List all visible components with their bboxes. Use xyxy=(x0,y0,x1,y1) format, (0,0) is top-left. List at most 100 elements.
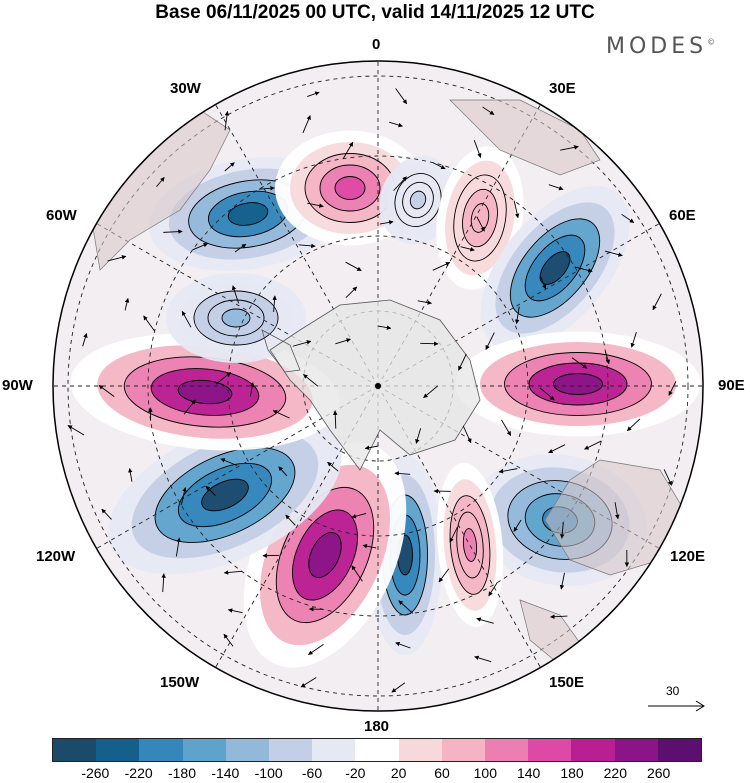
latitude-circle xyxy=(147,155,609,617)
lon-label-150w: 150W xyxy=(160,674,200,691)
colorbar-ticks: -260 -220 -180 -140 -100 -60 -20 20 60 100 140 180 2… xyxy=(52,765,702,783)
wind-arrow xyxy=(476,617,494,624)
modes-logo: MODES© xyxy=(606,34,715,59)
anomaly-neg-60e xyxy=(480,186,630,350)
colorbar-bin xyxy=(571,739,615,761)
wind-arrow xyxy=(292,340,312,347)
lon-label-150e: 150E xyxy=(549,674,585,691)
lon-label-180: 180 xyxy=(364,718,390,735)
wind-arrow xyxy=(224,111,230,131)
wind-arrow xyxy=(474,655,492,663)
wind-arrow xyxy=(391,682,406,693)
colorbar-tick-label: 260 xyxy=(646,765,671,781)
wind-arrow xyxy=(192,243,209,251)
colorbar-bin xyxy=(139,739,183,761)
lon-label-30e: 30E xyxy=(549,80,576,97)
anomaly-neg-120w xyxy=(108,415,342,575)
wind-arrow xyxy=(298,243,316,249)
wind-arrow xyxy=(307,202,324,208)
wind-arrow xyxy=(351,513,367,519)
colorbar-tick-label: -20 xyxy=(345,765,366,781)
antarctica-outline xyxy=(269,299,481,471)
lon-label-0: 0 xyxy=(372,36,381,53)
wind-arrow xyxy=(485,332,495,350)
wind-arrow xyxy=(101,508,112,520)
wind-arrow xyxy=(559,522,565,539)
colorbar-tick-label: 180 xyxy=(560,765,584,781)
wind-arrow xyxy=(258,186,275,191)
wind-arrow xyxy=(548,184,564,191)
wind-arrow xyxy=(180,487,187,506)
wind-arrow xyxy=(540,276,547,290)
wind-arrow xyxy=(124,297,130,311)
wind-arrow xyxy=(82,333,88,347)
anomaly-pos-90w xyxy=(70,333,340,451)
lon-label-60w: 60W xyxy=(46,207,77,224)
map-border xyxy=(52,60,704,712)
meridian-line xyxy=(377,385,544,673)
wind-arrow xyxy=(335,338,351,345)
wind-arrow xyxy=(220,458,237,466)
colorbar-bin xyxy=(355,739,399,761)
wind-arrow xyxy=(345,286,358,298)
wind-arrow xyxy=(308,643,324,655)
wind-arrow xyxy=(364,445,379,450)
colorbar-tick-label: -140 xyxy=(211,765,240,781)
wind-arrow xyxy=(559,572,565,590)
wind-arrow xyxy=(143,315,156,332)
wind-arrow xyxy=(231,285,240,304)
wind-arrow xyxy=(482,106,495,116)
map-title: Base 06/11/2025 00 UTC, valid 14/11/2025… xyxy=(155,2,595,23)
lon-label-30w: 30W xyxy=(170,80,201,97)
wind-arrow xyxy=(432,162,446,170)
meridian-line xyxy=(377,220,665,387)
wind-arrow xyxy=(498,468,518,474)
colorbar-bin xyxy=(269,739,313,761)
wind-arrow xyxy=(423,385,439,399)
wind-arrow xyxy=(630,331,637,348)
colorbar-tick-label: 60 xyxy=(434,765,450,781)
anomaly-neg-30w xyxy=(149,157,347,271)
colorbar-bin xyxy=(53,739,97,761)
wind-arrow xyxy=(394,471,411,476)
wind-arrow xyxy=(458,353,467,371)
meridian-line xyxy=(212,99,379,387)
wind-arrow xyxy=(327,461,339,472)
wind-arrow xyxy=(432,262,451,271)
colorbar-bin xyxy=(312,739,356,761)
wind-arrow xyxy=(548,444,566,454)
colorbar-bin xyxy=(96,739,140,761)
wind-arrow xyxy=(98,384,115,397)
wind-arrow xyxy=(107,255,127,262)
wind-arrow xyxy=(215,371,232,385)
colorbar-bin xyxy=(657,739,702,761)
colorbar-bin xyxy=(225,739,270,761)
wind-arrow xyxy=(183,399,196,415)
colorbar-tick-label: -180 xyxy=(167,765,197,781)
colorbar-tick-label: 20 xyxy=(390,765,407,781)
wind-arrow xyxy=(449,527,458,543)
wind-arrow xyxy=(415,428,422,444)
wind-arrow xyxy=(626,418,641,432)
colorbar-tick-label: 220 xyxy=(603,765,628,781)
wind-arrow xyxy=(223,633,234,647)
wind-arrow xyxy=(513,519,522,532)
wind-arrow xyxy=(614,502,620,520)
brand-copyright-mark: © xyxy=(707,37,716,47)
wind-arrow xyxy=(175,537,181,557)
wind-arrow xyxy=(345,261,362,272)
colorbar-bin xyxy=(614,739,658,761)
colorbar-bin xyxy=(485,739,529,761)
wind-arrow xyxy=(395,641,411,649)
wind-arrow xyxy=(550,614,568,619)
wind-arrow xyxy=(333,410,338,429)
wind-arrow xyxy=(668,381,677,396)
reference-vector-label: 30 xyxy=(666,684,680,698)
wind-arrow xyxy=(362,543,377,549)
wind-arrow xyxy=(473,140,482,158)
meridian-line xyxy=(91,385,379,552)
wind-arrow xyxy=(389,121,403,128)
wind-arrow xyxy=(621,213,635,223)
africa-outline xyxy=(449,99,601,176)
wind-arrow xyxy=(223,570,242,575)
